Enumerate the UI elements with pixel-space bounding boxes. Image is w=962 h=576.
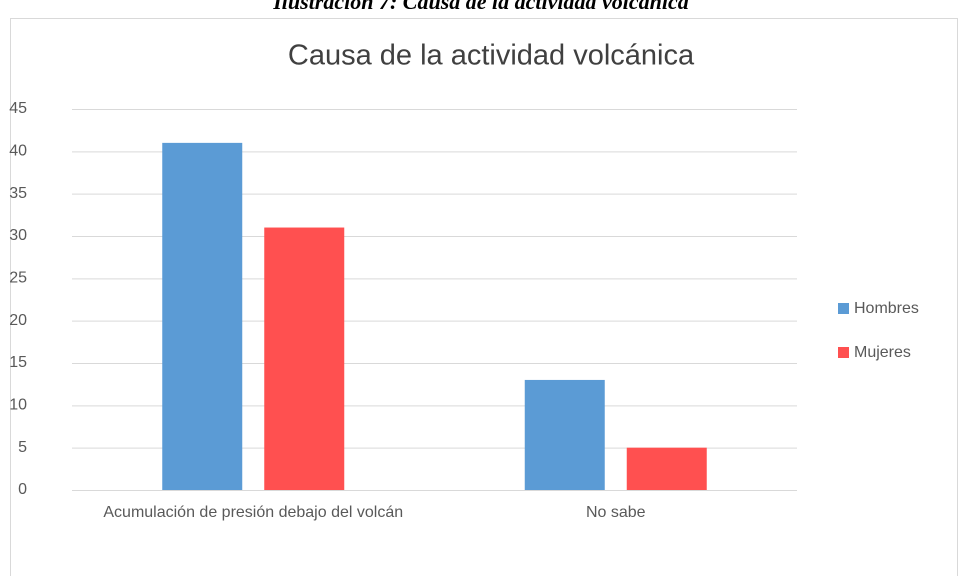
bar	[264, 227, 345, 491]
y-tick-label: 25	[9, 270, 27, 287]
y-tick-label: 40	[9, 143, 27, 160]
bar	[162, 142, 243, 490]
y-tick-label: 20	[9, 312, 27, 329]
y-tick-label: 15	[9, 354, 27, 371]
y-tick-label: 5	[18, 439, 27, 456]
chart-frame	[10, 18, 958, 576]
caption: Ilustración 7: Causa de la actividad vol…	[272, 0, 689, 14]
legend-swatch	[838, 303, 849, 314]
y-tick-label: 45	[9, 100, 27, 117]
legend-swatch	[838, 347, 849, 358]
legend-label: Mujeres	[854, 344, 911, 361]
bar	[626, 447, 707, 490]
y-tick-label: 10	[9, 397, 27, 414]
y-tick-label: 30	[9, 227, 27, 244]
y-tick-label: 35	[9, 185, 27, 202]
x-tick-label: No sabe	[586, 504, 646, 521]
bar	[524, 379, 605, 490]
x-tick-label: Acumulación de presión debajo del volcán	[103, 504, 403, 521]
y-tick-label: 0	[18, 481, 27, 498]
legend-label: Hombres	[854, 300, 919, 317]
chart-title: Causa de la actividad volcánica	[288, 40, 695, 72]
